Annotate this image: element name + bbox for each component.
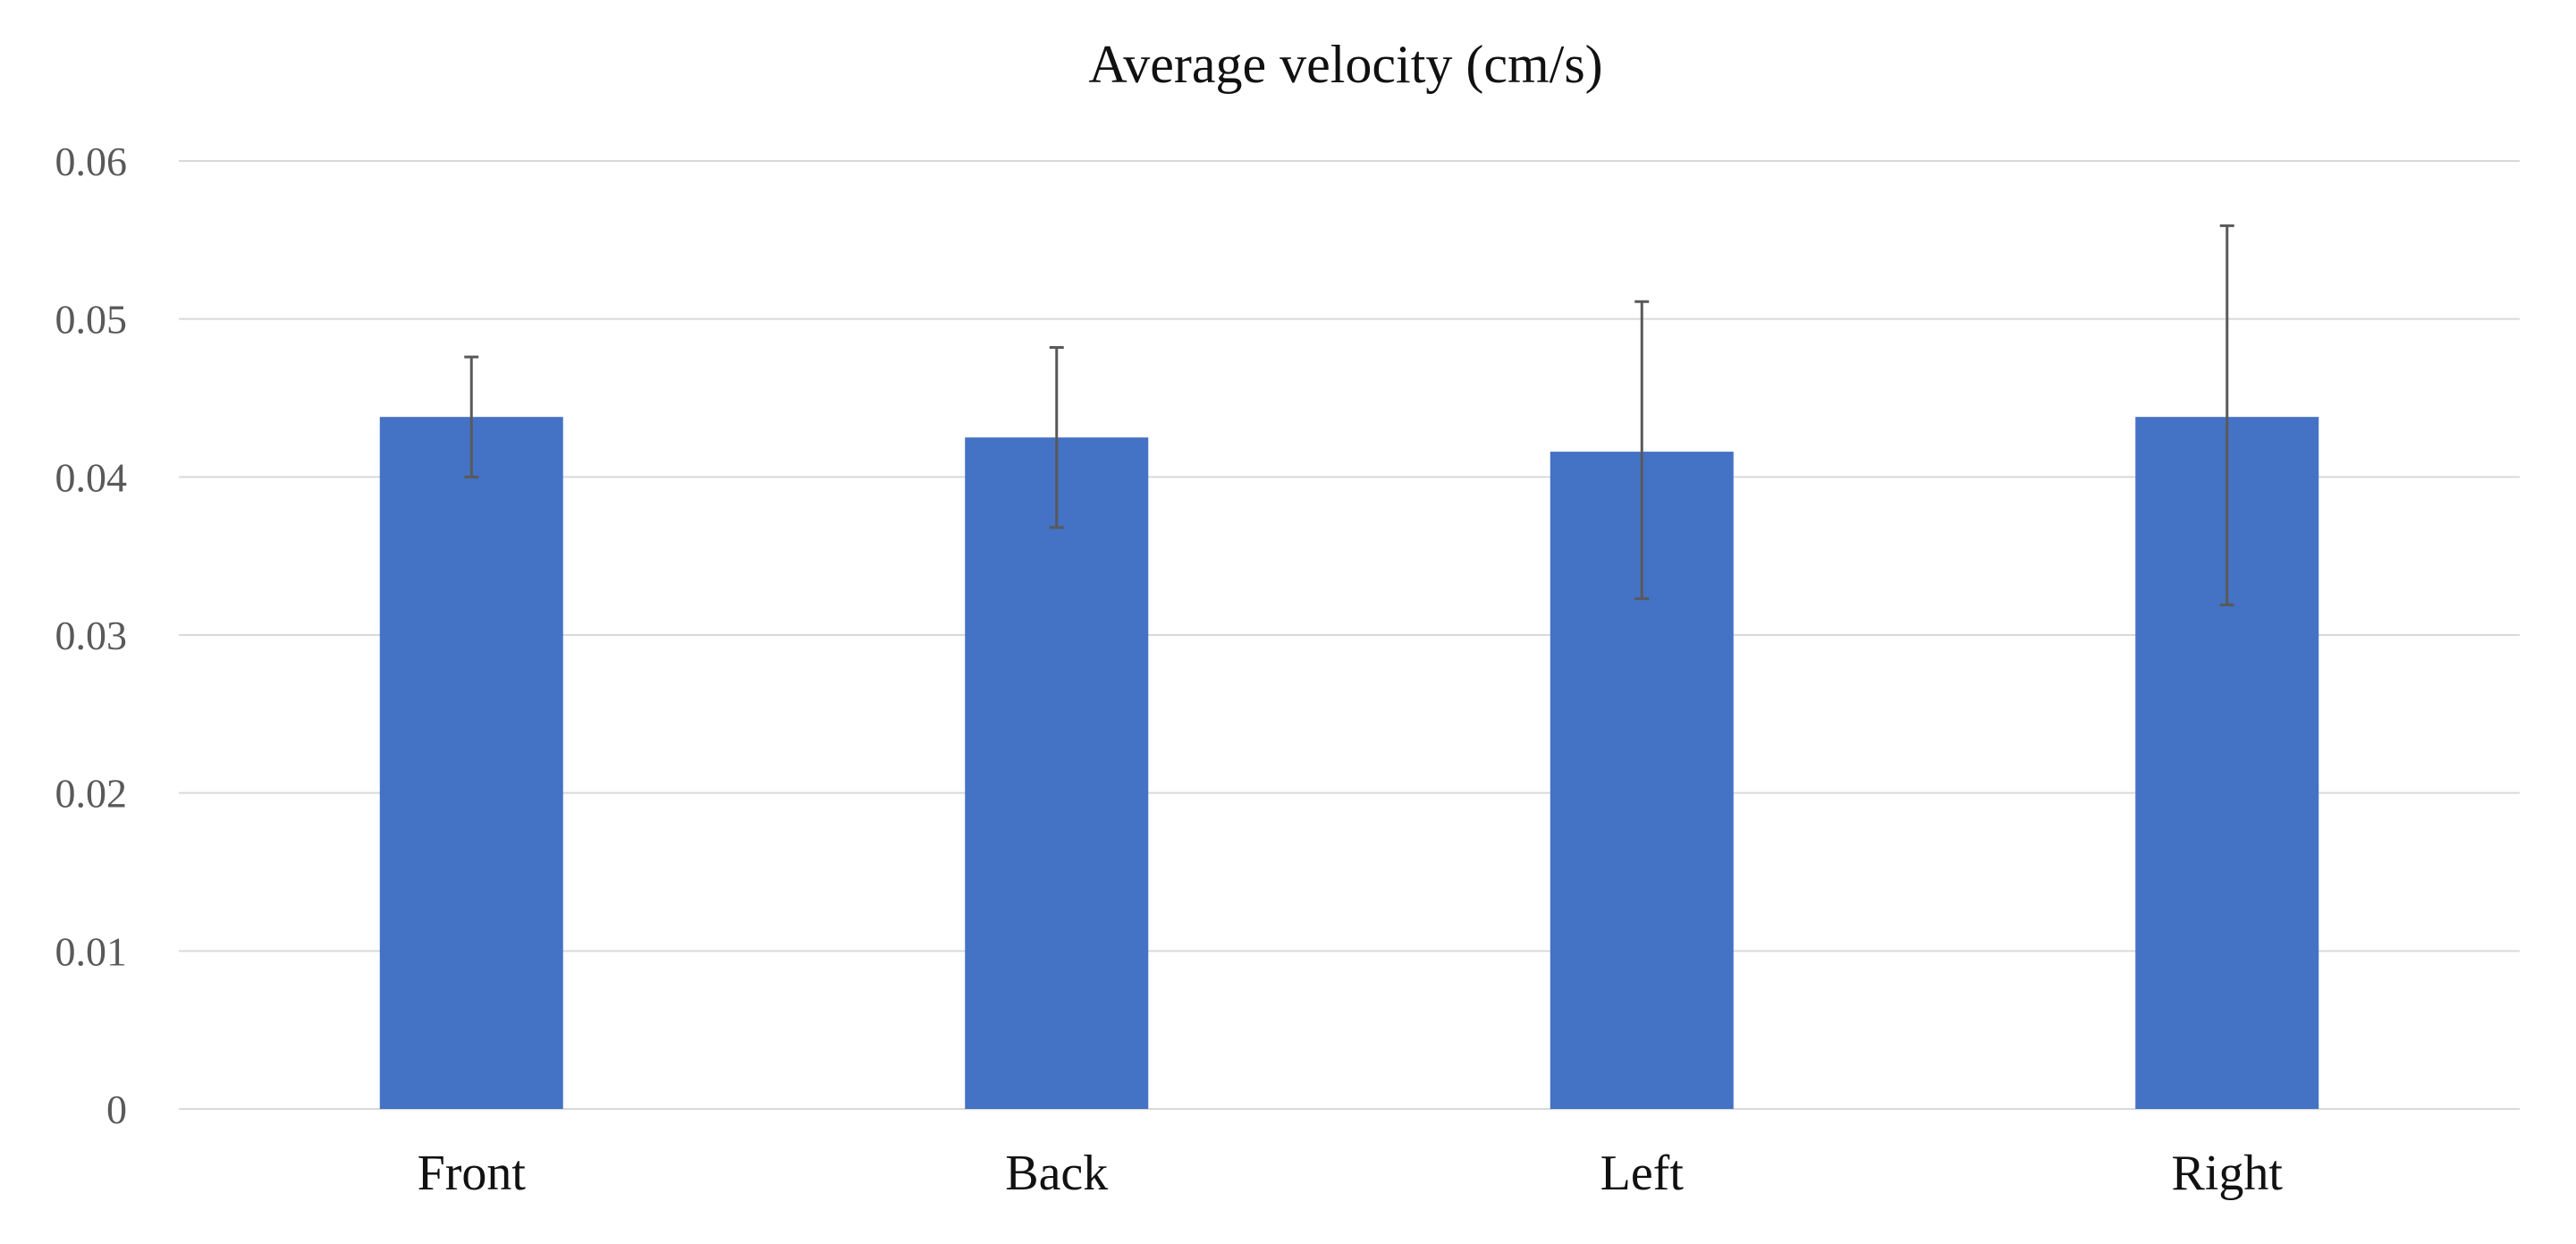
y-axis-ticks: 0 0.01 0.02 0.03 0.04 0.05 0.06 [55, 139, 128, 1132]
y-tick-label: 0.06 [55, 139, 128, 184]
bar-back [965, 437, 1149, 1110]
y-tick-label: 0.02 [55, 771, 128, 817]
error-bars [464, 224, 2234, 606]
x-axis-ticks: Front Back Left Right [418, 1146, 2284, 1201]
y-tick-label: 0.05 [55, 297, 128, 343]
x-tick-label-left: Left [1600, 1146, 1685, 1201]
y-tick-label: 0 [106, 1087, 127, 1132]
x-tick-label-back: Back [1005, 1146, 1108, 1201]
chart-title: Average velocity (cm/s) [1088, 35, 1602, 94]
x-tick-label-right: Right [2172, 1146, 2284, 1201]
x-tick-label-front: Front [418, 1146, 527, 1201]
error-bar-left [1634, 300, 1650, 600]
error-bar-back [1049, 345, 1064, 529]
y-tick-label: 0.01 [55, 928, 128, 974]
bars [379, 417, 2319, 1110]
bar-front [379, 417, 563, 1109]
gridlines [179, 160, 2520, 1110]
error-bar-front [464, 355, 479, 478]
y-tick-label: 0.04 [55, 454, 128, 500]
y-tick-label: 0.03 [55, 613, 128, 658]
error-bar-right [2219, 224, 2234, 606]
